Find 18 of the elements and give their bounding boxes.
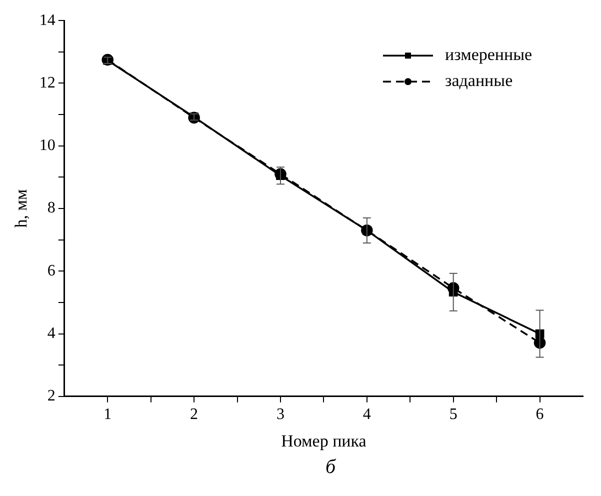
y-tick-label: 14 (39, 12, 56, 29)
y-tick-label: 6 (47, 262, 56, 280)
y-axis-title: h, мм (12, 189, 31, 228)
x-tick-label: 6 (536, 406, 544, 424)
legend-label: измеренные (445, 45, 532, 64)
y-tick-label: 4 (47, 324, 56, 342)
legend-label: заданные (445, 71, 513, 90)
x-tick-label: 5 (449, 406, 458, 424)
text: б (324, 456, 337, 479)
x-tick-label: 3 (276, 406, 284, 424)
y-tick-label: 2 (47, 388, 56, 405)
y-tick-label: 8 (47, 200, 56, 217)
y-tick-label: 12 (39, 74, 56, 92)
x-tick-label: 4 (362, 406, 371, 424)
y-tick-label: 10 (39, 137, 56, 154)
x-tick-label: 2 (190, 406, 198, 424)
x-tick-label: 1 (104, 406, 112, 424)
x-axis-title: Номер пика (281, 431, 367, 450)
